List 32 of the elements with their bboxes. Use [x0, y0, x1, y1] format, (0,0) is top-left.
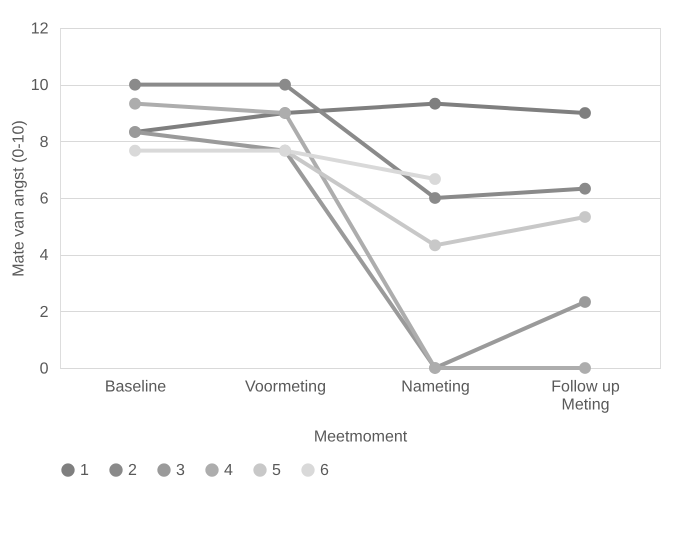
point — [579, 182, 591, 195]
point — [429, 192, 441, 204]
point — [579, 211, 591, 223]
y-tick-label: 4 — [40, 247, 49, 264]
point — [429, 98, 441, 110]
point — [579, 296, 591, 308]
point — [579, 107, 591, 119]
point — [579, 362, 591, 374]
point — [429, 239, 441, 252]
legend-label: 5 — [272, 462, 281, 480]
point — [129, 98, 141, 110]
y-tick-label: 2 — [40, 304, 49, 321]
point — [129, 78, 141, 91]
y-axis-title: Mate van angst (0-10) — [10, 120, 28, 277]
x-tick-label: Baseline — [104, 378, 166, 396]
y-tick-label: 10 — [30, 77, 49, 94]
x-tick-label: Follow up Meting — [551, 378, 620, 414]
x-tick-label: Nameting — [401, 378, 470, 396]
legend-label: 4 — [224, 462, 233, 480]
legend-label: 3 — [176, 462, 185, 480]
point — [129, 144, 141, 157]
legend-label: 1 — [80, 462, 89, 480]
point — [429, 173, 441, 185]
y-tick-label: 8 — [40, 134, 49, 151]
legend-label: 2 — [128, 462, 137, 480]
point — [279, 78, 291, 91]
y-tick-label: 6 — [40, 190, 49, 208]
y-tick-label: 0 — [40, 360, 49, 378]
x-axis-title: Meetmoment — [314, 428, 408, 446]
legend-label: 6 — [320, 462, 329, 480]
x-tick-label: Voormeting — [245, 378, 326, 396]
y-tick-label: 12 — [30, 20, 49, 38]
